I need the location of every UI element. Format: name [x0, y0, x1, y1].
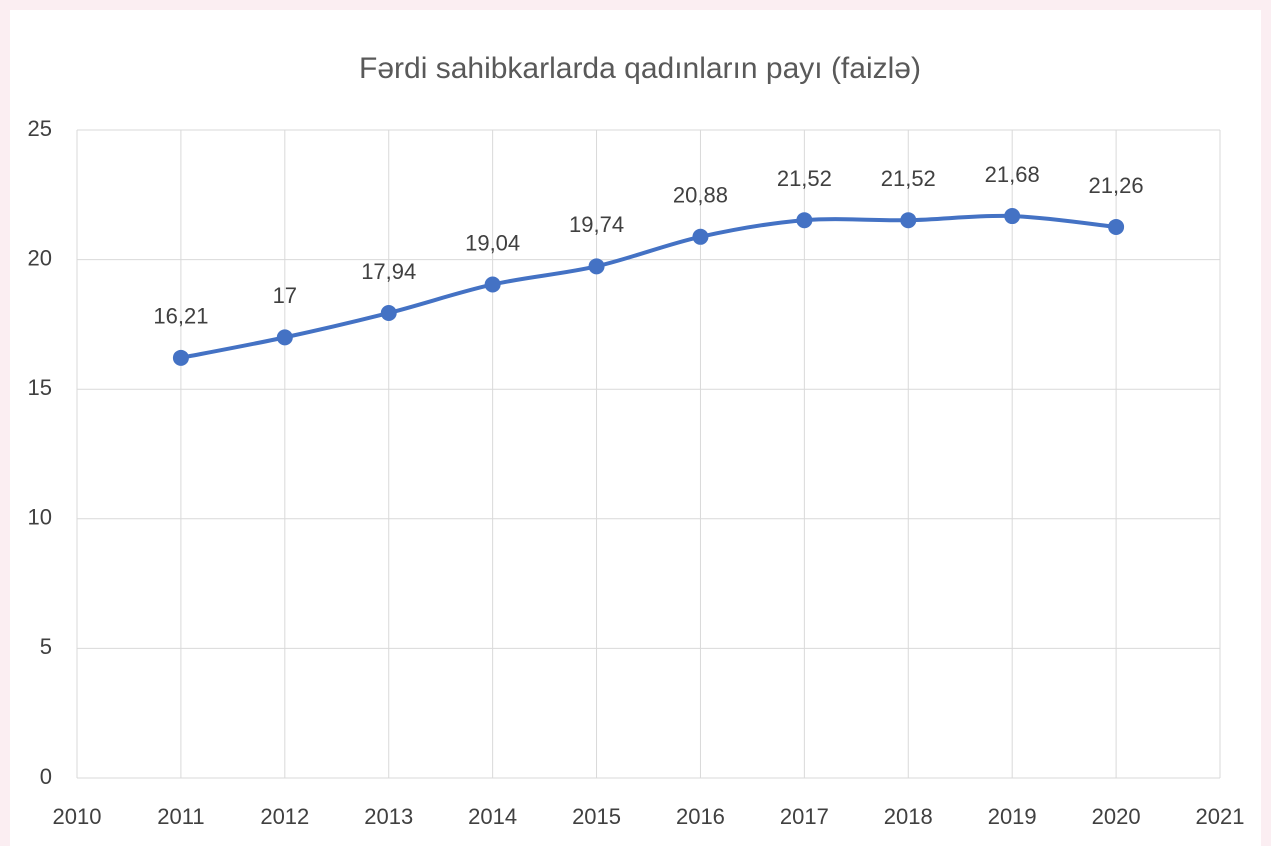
- x-tick-label: 2020: [1092, 804, 1141, 829]
- y-tick-label: 5: [40, 634, 52, 659]
- x-tick-label: 2019: [988, 804, 1037, 829]
- point: [588, 258, 605, 275]
- point: [900, 212, 917, 229]
- point: [692, 228, 709, 245]
- y-tick-label: 10: [28, 505, 52, 530]
- point: [484, 276, 501, 293]
- data-label: 21,68: [985, 162, 1040, 187]
- x-tick-label: 2010: [53, 804, 102, 829]
- line: [180, 213, 1117, 360]
- chart-title: Fərdi sahibkarlarda qadınların payı (fai…: [359, 52, 921, 85]
- y-tick-label: 15: [28, 375, 52, 400]
- data-label: 17: [273, 283, 297, 308]
- data-label: 21,52: [881, 166, 936, 191]
- data-label: 17,94: [361, 259, 416, 284]
- data-label: 19,04: [465, 230, 520, 255]
- y-tick-label: 25: [28, 116, 52, 141]
- data-label: 21,26: [1089, 173, 1144, 198]
- x-tick-label: 2011: [157, 804, 204, 829]
- y-tick-label: 20: [28, 245, 52, 270]
- point: [1108, 218, 1125, 235]
- x-tick-label: 2012: [260, 804, 309, 829]
- point: [276, 329, 293, 346]
- x-tick-label: 2021: [1196, 804, 1245, 829]
- point: [796, 212, 813, 229]
- data-label: 21,52: [777, 166, 832, 191]
- y-tick-label: 0: [40, 764, 52, 789]
- point: [380, 304, 397, 321]
- point: [172, 349, 189, 366]
- x-tick-label: 2015: [572, 804, 621, 829]
- x-tick-label: 2014: [468, 804, 517, 829]
- x-tick-label: 2016: [676, 804, 725, 829]
- x-tick-label: 2017: [780, 804, 829, 829]
- x-tick-label: 2013: [364, 804, 413, 829]
- data-label: 16,21: [153, 304, 208, 329]
- point: [1004, 208, 1021, 225]
- data-label: 20,88: [673, 183, 728, 208]
- chart-panel: [10, 10, 1261, 846]
- data-label: 19,74: [569, 212, 624, 237]
- x-tick-label: 2018: [884, 804, 933, 829]
